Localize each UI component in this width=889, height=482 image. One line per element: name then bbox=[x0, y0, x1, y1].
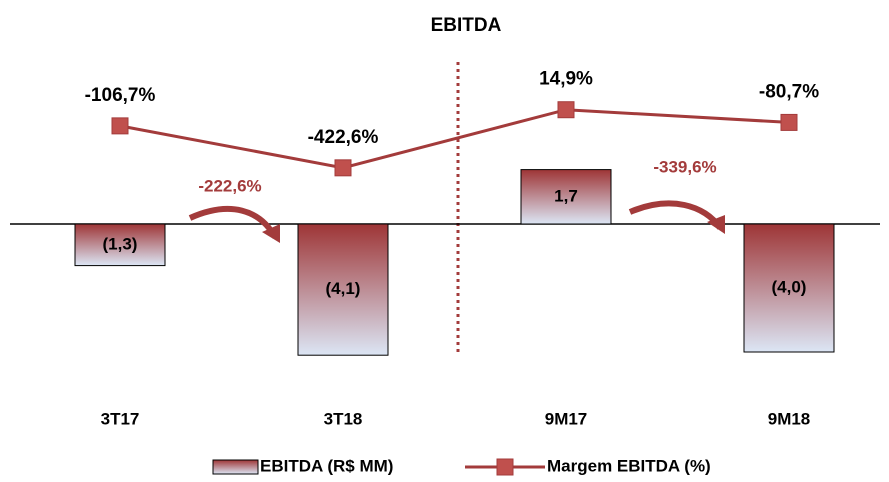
legend-label: EBITDA (R$ MM) bbox=[260, 456, 393, 475]
data-label: -106,7% bbox=[85, 85, 156, 106]
data-label: 14,9% bbox=[539, 69, 593, 90]
x-tick-label: 3T18 bbox=[324, 409, 363, 428]
x-tick-label: 9M17 bbox=[545, 409, 588, 428]
line bbox=[119, 108, 790, 170]
marker bbox=[334, 159, 352, 177]
marker bbox=[111, 117, 129, 135]
bar bbox=[297, 223, 389, 356]
bar bbox=[74, 223, 166, 267]
marker bbox=[780, 113, 798, 131]
legend-swatch bbox=[496, 458, 514, 476]
x-tick-label: 9M18 bbox=[768, 409, 811, 428]
data-label: -80,7% bbox=[759, 81, 819, 102]
bar bbox=[743, 223, 835, 353]
data-label: (4,1) bbox=[326, 279, 361, 298]
arrow-head bbox=[262, 224, 280, 243]
legend-swatch bbox=[212, 459, 259, 475]
data-label: (1,3) bbox=[103, 234, 138, 253]
marker bbox=[557, 101, 575, 119]
data-label: 1,7 bbox=[554, 186, 578, 205]
chart-title: EBITDA bbox=[431, 15, 502, 36]
bar bbox=[520, 169, 612, 225]
data-label: -422,6% bbox=[308, 127, 379, 148]
annotation: -339,6% bbox=[653, 157, 716, 176]
arrow bbox=[188, 205, 278, 239]
data-label: (4,0) bbox=[772, 277, 807, 296]
legend-label: Margem EBITDA (%) bbox=[547, 456, 711, 475]
annotation: -222,6% bbox=[198, 176, 261, 195]
arrow-head bbox=[707, 215, 725, 234]
x-tick-label: 3T17 bbox=[101, 409, 140, 428]
